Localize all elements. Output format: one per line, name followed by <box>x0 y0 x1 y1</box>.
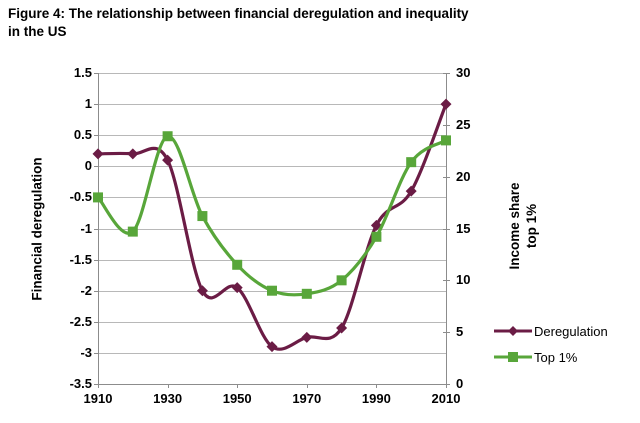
y-axis-left-tick-label: -3.5 <box>69 376 92 391</box>
top-1-data-point-square <box>441 135 451 146</box>
legend-label-top1: Top 1% <box>534 349 578 365</box>
y-axis-left-tick-label: -1.5 <box>69 251 92 267</box>
legend-marker-square <box>508 352 518 362</box>
y-axis-right-tick-label: 30 <box>456 65 471 80</box>
y-axis-left-tick-label: 0 <box>84 158 92 174</box>
top-1-data-point-square <box>93 192 103 203</box>
y-axis-left-tick-label: 1 <box>84 96 92 112</box>
y-axis-left-tick-label: 1.5 <box>73 65 92 80</box>
chart-title-line2: in the US <box>8 24 67 39</box>
top-1-data-point-square <box>336 275 347 286</box>
y-axis-right-tick-label: 5 <box>456 324 464 340</box>
x-axis-tick-label: 1910 <box>83 391 113 406</box>
deregulation-legend-marker-icon <box>494 326 532 336</box>
top1-legend-marker-icon <box>494 352 532 362</box>
deregulation-data-point-diamond <box>127 148 139 160</box>
top-1-data-point-square <box>232 259 243 270</box>
deregulation-data-point-diamond <box>301 331 313 343</box>
x-axis-tick-label: 1970 <box>292 391 322 406</box>
legend-item-top1: Top 1% <box>494 349 608 365</box>
y-axis-right-tick-label: 10 <box>456 272 471 288</box>
top-1-data-point-square <box>371 231 382 242</box>
legend-label-deregulation: Deregulation <box>534 323 608 339</box>
top-1-data-point-square <box>162 131 173 142</box>
y-axis-right-tick-label: 20 <box>456 168 471 184</box>
y-axis-right-tick-label: 0 <box>456 376 464 391</box>
deregulation-data-point-diamond <box>162 154 174 166</box>
y-axis-left-tick-label: -2 <box>80 282 92 298</box>
deregulation-data-point-diamond <box>196 285 208 297</box>
x-axis-tick-label: 2010 <box>431 391 461 406</box>
y-axis-right-tick-label: 25 <box>456 116 471 132</box>
deregulation-data-point-diamond <box>336 322 348 334</box>
deregulation-data-point-diamond <box>92 148 104 160</box>
x-axis-tick-label: 1930 <box>153 391 183 406</box>
y-axis-right-tick-label: 15 <box>456 220 471 236</box>
x-axis-tick-label: 1990 <box>361 391 391 406</box>
y-axis-left-tick-label: 0.5 <box>73 127 92 143</box>
y-axis-left-tick-label: -2.5 <box>69 313 92 329</box>
top-1-data-point-square <box>406 157 417 168</box>
y-axis-left-tick-label: -3 <box>80 344 92 360</box>
legend-marker-diamond <box>508 326 518 336</box>
chart-title: Figure 4: The relationship between finan… <box>8 5 469 41</box>
y-axis-left-tick-label: -1 <box>80 220 92 236</box>
deregulation-data-point-diamond <box>266 341 278 353</box>
top-1-data-point-square <box>197 211 208 222</box>
deregulation-data-point-diamond <box>405 185 417 197</box>
deregulation-data-point-diamond <box>231 282 243 294</box>
deregulation-series-line <box>96 102 448 351</box>
chart-title-line1: Figure 4: The relationship between finan… <box>8 6 469 21</box>
top-1-series-line <box>96 134 448 297</box>
y-axis-left-tick-label: -0.5 <box>69 189 92 205</box>
top-1-data-point-square <box>301 288 312 299</box>
deregulation-data-point-diamond <box>440 98 452 110</box>
legend-item-deregulation: Deregulation <box>494 323 608 339</box>
top-1-data-point-square <box>127 226 138 237</box>
top-1-data-point-square <box>267 285 277 296</box>
legend: Deregulation Top 1% <box>494 324 608 376</box>
x-axis-tick-label: 1950 <box>222 391 252 406</box>
